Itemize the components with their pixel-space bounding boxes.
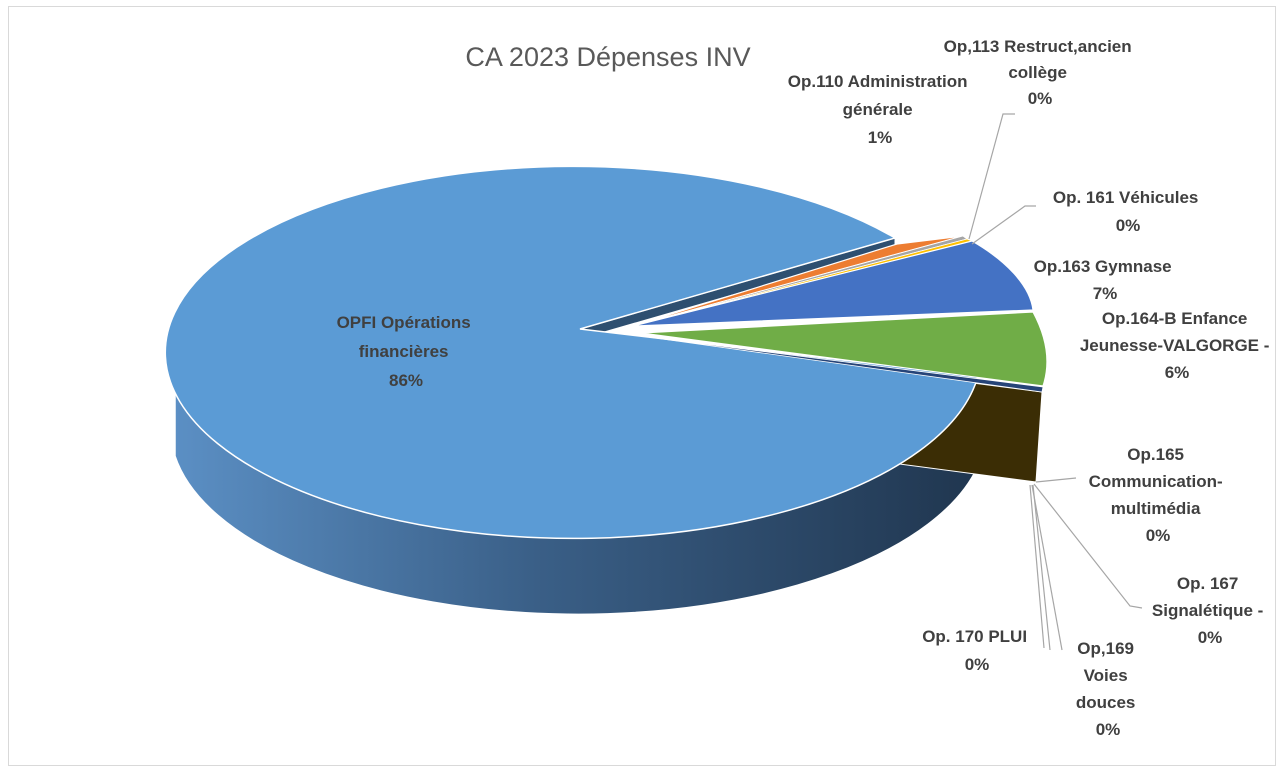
slice-op163	[632, 240, 1034, 327]
label-op163: Op.163 Gymnase 7%	[1034, 257, 1177, 303]
label-op164: Op.164-B Enfance Jeunesse-VALGORGE - 6%	[1080, 309, 1274, 382]
slice-op164	[640, 311, 1048, 387]
label-op169: Op,169 Voies douces 0%	[1076, 639, 1140, 739]
leader-lines	[968, 113, 1143, 651]
label-op167: Op. 167 Signalétique - 0%	[1152, 574, 1268, 647]
leader-op165	[1035, 477, 1077, 483]
pie-top	[164, 165, 1048, 540]
leader-op170	[1029, 484, 1045, 649]
label-op170: Op. 170 PLUI 0%	[922, 627, 1032, 674]
chart-title: CA 2023 Dépenses INV	[465, 42, 750, 72]
label-op110: Op.110 Administration générale 1%	[788, 72, 973, 147]
slice-op165-170	[640, 335, 1044, 393]
data-labels: Op,113 Restruct,ancien collège 0% Op.110…	[337, 37, 1274, 739]
label-op161: Op. 161 Véhicules 0%	[1053, 188, 1203, 235]
leader-op169	[1031, 484, 1063, 651]
leader-op113	[968, 113, 1015, 240]
leader-op170b	[1032, 484, 1051, 651]
label-op113: Op,113 Restruct,ancien collège 0%	[944, 37, 1137, 108]
leader-op167	[1033, 483, 1143, 609]
label-op165: Op.165 Communication- multimédia 0%	[1089, 445, 1228, 545]
slice-opfi	[164, 165, 979, 540]
label-opfi: OPFI Opérations financières 86%	[337, 313, 476, 390]
leader-op161	[971, 205, 1036, 245]
